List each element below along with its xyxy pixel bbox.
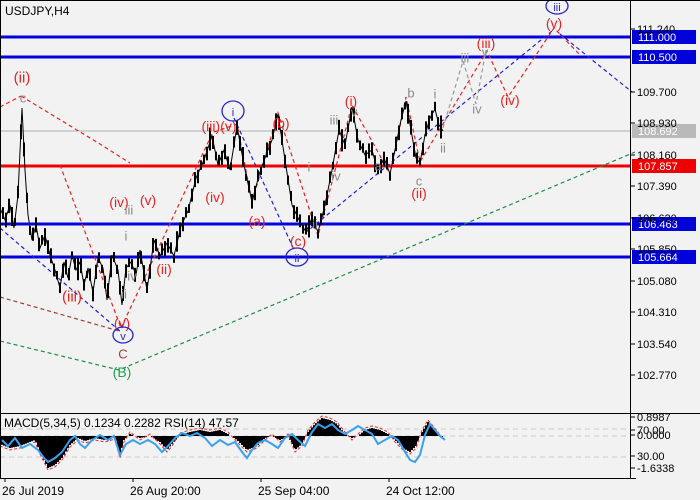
wave-label: v [351, 105, 358, 120]
price-tick-label: 105.850 [637, 244, 677, 256]
price-axis-tag-label: 105.664 [638, 252, 678, 264]
wave-label: (iv) [205, 189, 224, 205]
macd-rsi-panel [0, 415, 630, 471]
trend-lines [0, 27, 636, 371]
rsi-line [1, 422, 446, 464]
wave-label: (iii) [477, 35, 496, 51]
wave-label: ii [295, 253, 300, 265]
wave-label: (ii) [156, 261, 172, 277]
wave-label: iv [127, 269, 137, 284]
wave-label: iii [125, 203, 134, 218]
wave-label: (v) [546, 15, 562, 31]
trend-line-blue [0, 227, 122, 333]
wave-annotations: (ii)c(iii)(iv)iii(v)iivii(ii)(v)vC(B)(ii… [14, 0, 569, 380]
trend-line-blue [233, 117, 296, 253]
indicator-tick-label: -1.6338 [637, 463, 674, 475]
wave-label: iv [331, 169, 341, 184]
price-axis-tag-label: 106.463 [638, 219, 678, 231]
wave-label: (iii)(v) [202, 118, 237, 134]
price-axis-tag [632, 50, 696, 64]
symbol-label: USDJPY,H4 [5, 4, 70, 18]
wave-label: iii [553, 2, 560, 14]
price-axis-tag-label: 111.000 [638, 32, 676, 44]
price-tick-label: 108.160 [637, 150, 677, 162]
wave-label: (c) [290, 233, 306, 249]
wave-circle [112, 326, 134, 344]
wave-label: (ii) [411, 185, 427, 201]
time-axis[interactable]: 26 Jul 2019 26 Aug 20:00 25 Sep 04:00 24 Oc… [2, 478, 455, 498]
wave-label: (i) [345, 93, 357, 109]
trend-line-red [213, 27, 581, 239]
wave-label: (b) [272, 115, 289, 131]
price-tick-label: 103.540 [637, 339, 677, 351]
time-tick-label: 26 Aug 20:00 [130, 484, 201, 498]
wave-label: c [416, 174, 423, 189]
trend-line-green [0, 151, 636, 371]
chart-frame [0, 0, 700, 479]
time-tick-label: 26 Jul 2019 [2, 484, 64, 498]
price-axis-tag [632, 217, 696, 231]
price-tick-label: 108.930 [637, 118, 677, 130]
price-axis-tag [632, 159, 696, 173]
price-axis-tag [632, 250, 696, 264]
wave-circle [545, 0, 569, 15]
wave-label: ii [312, 217, 318, 232]
wave-circle [221, 100, 245, 122]
price-tick-label: 102.770 [637, 370, 677, 382]
wave-label: (B) [113, 364, 132, 380]
wave-label: (v) [140, 192, 156, 208]
wave-label: i [308, 160, 311, 175]
price-axis-tag-label: 110.500 [638, 52, 677, 64]
wave-label: a [374, 159, 382, 174]
indicator-tick-label: 70.00 [637, 425, 665, 437]
candlesticks [0, 100, 444, 306]
trend-line-blue [559, 33, 633, 93]
indicator-tick-label: 30.00 [637, 451, 665, 463]
price-tick-label: 105.080 [637, 276, 677, 288]
trend-line-gray [442, 49, 487, 129]
wave-label: C [118, 347, 127, 362]
trend-line-darkred [0, 296, 120, 332]
wave-label: iii [461, 51, 470, 66]
trend-line-red [0, 95, 22, 108]
wave-label: i [232, 107, 234, 119]
price-axis-tag [632, 124, 696, 138]
price-axis-tag-label: 108.692 [638, 126, 678, 138]
wave-label: iv [472, 102, 482, 117]
trend-line-red [120, 133, 213, 329]
wave-label: ii [440, 141, 446, 156]
wave-label: iii [330, 113, 339, 128]
wave-label: b [407, 86, 414, 101]
price-axis-tag-label: 107.857 [638, 161, 678, 173]
wave-label: (iv) [500, 92, 519, 108]
price-axis[interactable]: 111.000 110.500 108.692 107.857 106.463 105.6… [630, 24, 696, 475]
price-tick-label: 104.310 [637, 307, 677, 319]
macd-signal-line [0, 415, 444, 471]
price-tick-label: 111.240 [637, 24, 675, 36]
time-tick-label: 24 Oct 12:00 [386, 484, 455, 498]
indicator-tick-label: 0.8987 [637, 412, 671, 424]
wave-label: (a) [248, 213, 265, 229]
price-tick-label: 109.700 [637, 87, 677, 99]
wave-label: ii [121, 287, 127, 302]
time-tick-label: 25 Sep 04:00 [258, 484, 330, 498]
wave-label: v [482, 45, 489, 60]
indicator-tick-label: 0.0000 [637, 430, 671, 442]
wave-label: v [120, 331, 126, 343]
wave-label: (iii) [62, 288, 82, 305]
price-axis-tag [632, 30, 696, 44]
price-tick-label: 106.620 [637, 213, 677, 225]
price-tick-label: 107.390 [637, 181, 677, 193]
wave-circle [285, 247, 309, 267]
trend-line-red [59, 164, 122, 329]
wave-label: i [434, 87, 437, 102]
trend-line-red [20, 95, 131, 164]
wave-label: (ii) [14, 69, 31, 86]
indicator-label: MACD(5,34,5) 0.1234 0.2282 RSI(14) 47.57 [4, 416, 239, 430]
wave-label: i [125, 229, 128, 244]
wave-label: (iv) [109, 194, 128, 210]
wave-label: c [20, 91, 27, 106]
